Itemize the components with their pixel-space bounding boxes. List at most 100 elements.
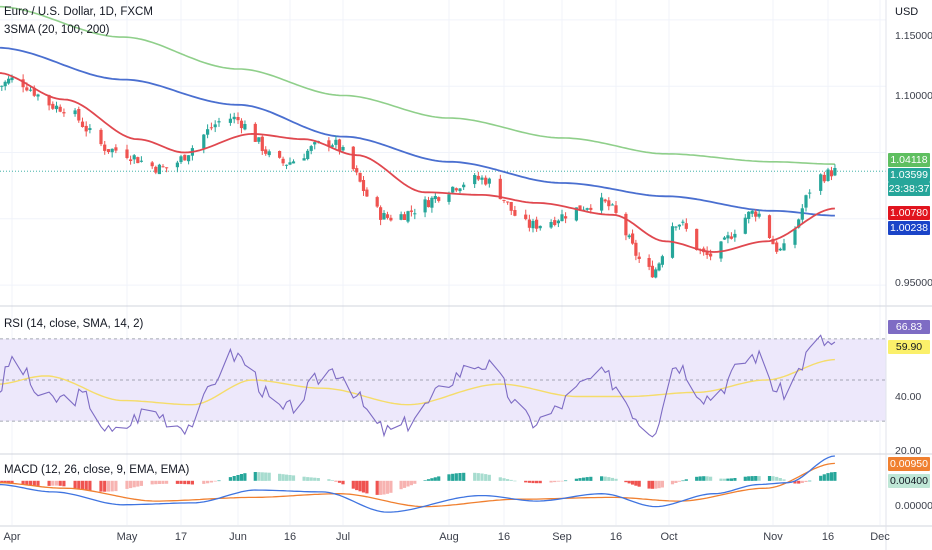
macd-histogram-bar (281, 474, 285, 481)
macd-histogram-bar (729, 478, 733, 481)
macd-histogram-bar (535, 480, 539, 484)
candle-body (132, 155, 136, 160)
hist-value-tag: 0.00400 (888, 474, 930, 488)
macd-histogram-bar (257, 472, 261, 481)
macd-histogram-bar (25, 480, 29, 486)
macd-histogram-bar (165, 480, 169, 484)
candle-body (650, 265, 654, 278)
candle-body (775, 242, 779, 252)
macd-label[interactable]: MACD (12, 26, close, 9, EMA, EMA) (4, 464, 190, 476)
macd-histogram-bar (77, 480, 81, 489)
candle-body (484, 177, 488, 185)
candle-body (313, 142, 317, 145)
macd-histogram-bar (430, 478, 434, 481)
candle-body (657, 263, 661, 271)
candle-body (804, 195, 808, 208)
candle-body (150, 162, 154, 167)
macd-histogram-bar (0, 480, 4, 484)
macd-histogram-bar (150, 480, 154, 485)
candle-body (754, 211, 758, 217)
macd-histogram-bar (80, 480, 85, 490)
macd-histogram-bar (36, 480, 40, 486)
x-tick-label: May (116, 531, 138, 543)
macd-histogram-bar (379, 480, 383, 495)
candle-body (822, 174, 826, 182)
macd-histogram-bar (677, 480, 681, 482)
candle-body (634, 242, 638, 256)
macd-histogram-bar (722, 478, 727, 481)
macd-histogram-bar (767, 476, 772, 481)
candle-body (3, 81, 7, 87)
x-tick-label: 16 (609, 531, 623, 543)
macd-histogram-bar (358, 480, 362, 492)
candle-body (32, 87, 36, 96)
macd-histogram-bar (389, 480, 393, 493)
x-tick-label: Nov (763, 531, 783, 543)
candle-body (330, 145, 334, 147)
candle-body (334, 139, 338, 145)
x-tick-label: Sep (552, 531, 572, 543)
macd-histogram-bar (157, 480, 161, 484)
symbol-title[interactable]: Euro / U.S. Dollar, 1D, FXCM (4, 6, 153, 18)
candle-body (660, 256, 664, 265)
candle-body (743, 217, 747, 234)
macd-histogram-bar (585, 477, 589, 481)
macd-histogram-bar (382, 480, 386, 495)
macd-histogram-bar (21, 480, 25, 485)
macd-histogram-bar (681, 480, 685, 482)
macd-histogram-bar (402, 480, 407, 488)
macd-histogram-bar (702, 476, 706, 481)
macd-histogram-bar (476, 473, 480, 481)
candle-body (487, 178, 491, 184)
candle-body (243, 124, 247, 130)
candle-body (264, 149, 268, 154)
candle-body (797, 219, 801, 228)
macd-histogram-bar (538, 480, 542, 484)
x-tick-label: 16 (283, 531, 297, 543)
candle-body (782, 243, 786, 251)
macd-histogram-bar (28, 480, 33, 486)
macd-histogram-bar (833, 472, 837, 481)
macd-histogram-bar (437, 476, 441, 481)
macd-histogram-bar (355, 480, 359, 491)
macd-histogram-bar (657, 480, 661, 489)
candle-body (114, 147, 118, 151)
macd-histogram-bar (660, 480, 664, 488)
candle-body (136, 157, 140, 164)
macd-histogram-bar (351, 480, 355, 489)
candle-body (47, 95, 51, 106)
grid-lines (0, 0, 886, 525)
macd-histogram-bar (804, 480, 808, 482)
candle-body (674, 226, 678, 228)
candle-body (267, 151, 271, 156)
macd-histogram-bar (506, 479, 510, 481)
candle-body (610, 204, 614, 206)
macd-histogram-bar (473, 472, 477, 481)
macd-histogram-bar (187, 480, 191, 485)
candle-body (365, 189, 369, 197)
candle-body (309, 146, 313, 151)
macd-histogram-bar (385, 480, 390, 494)
candle-body (578, 205, 582, 211)
rsi-label[interactable]: RSI (14, close, SMA, 14, 2) (4, 318, 144, 330)
indicator-label[interactable]: 3SMA (20, 100, 200) (4, 24, 110, 36)
rsi-value-tag: 66.83 (888, 320, 930, 334)
macd-histogram-bar (206, 480, 210, 484)
macd-histogram-bar (302, 476, 306, 481)
candle-body (527, 219, 531, 228)
macd-histogram-bar (175, 480, 179, 484)
sma20-price-tag: 1.00780 (888, 206, 930, 220)
macd-histogram-bar (337, 480, 342, 483)
candle-body (157, 164, 161, 175)
macd-value-tag: 0.00950 (888, 457, 930, 471)
candle-body (73, 110, 77, 115)
sma100-price-tag: 1.00238 (888, 221, 930, 235)
macd-histogram-bar (637, 480, 641, 487)
macd-histogram-bar (556, 480, 560, 482)
candle-body (480, 177, 484, 180)
macd-histogram-bar (7, 480, 11, 484)
macd-histogram-bar (670, 480, 675, 485)
candle-body (430, 197, 434, 208)
candle-body (291, 161, 296, 164)
